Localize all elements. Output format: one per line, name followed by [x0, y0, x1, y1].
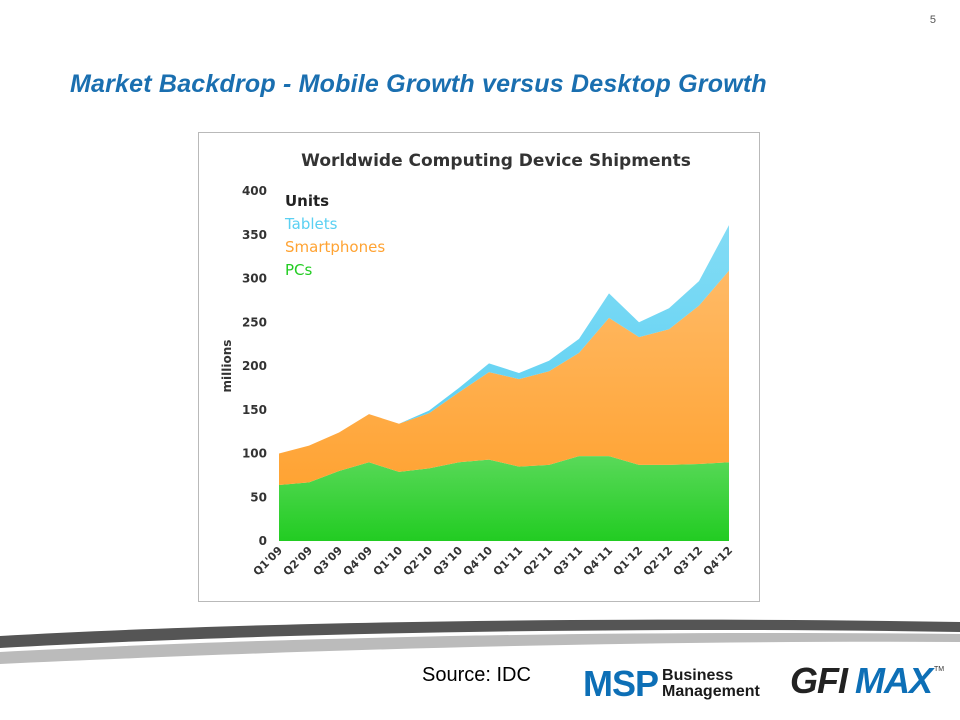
x-tick-label: Q3'09 — [311, 544, 345, 578]
msp-logo-line1: Business — [662, 667, 734, 684]
x-tick-label: Q4'11 — [581, 544, 615, 578]
y-tick-label: 200 — [242, 359, 267, 373]
x-tick-label: Q4'09 — [341, 544, 375, 578]
msp-logo-line2: Management — [662, 683, 760, 700]
msp-logo: MSP Business Management — [583, 664, 760, 704]
trademark-mark: TM — [934, 666, 945, 673]
x-tick-label: Q4'10 — [461, 544, 496, 579]
y-tick-label: 250 — [242, 315, 267, 329]
x-tick-label: Q3'11 — [551, 544, 585, 578]
page-number: 5 — [929, 14, 936, 26]
y-tick-label: 300 — [242, 272, 267, 286]
y-tick-label: 400 — [242, 184, 267, 198]
legend-item-tablets: Tablets — [284, 215, 338, 233]
y-tick-label: 350 — [242, 228, 267, 242]
x-tick-label: Q2'11 — [521, 544, 555, 578]
max-logo-text: MAX — [855, 660, 933, 701]
x-tick-label: Q1'09 — [251, 544, 285, 578]
x-tick-label: Q2'10 — [401, 544, 436, 579]
x-tick-label: Q3'10 — [431, 544, 466, 579]
y-tick-label: 50 — [250, 490, 267, 504]
y-tick-label: 100 — [242, 447, 267, 461]
y-tick-label: 150 — [242, 403, 267, 417]
legend-item-pcs: PCs — [285, 261, 313, 279]
chart-frame: Worldwide Computing Device Shipments 0 50 1… — [198, 132, 760, 602]
x-tick-label: Q2'09 — [281, 544, 315, 578]
y-tick-label: 0 — [259, 534, 267, 548]
x-tick-label: Q1'10 — [371, 544, 406, 579]
y-axis-label: millions — [220, 340, 234, 393]
area-chart: Worldwide Computing Device Shipments 0 50 1… — [220, 151, 735, 579]
legend-item-smartphones: Smartphones — [285, 238, 385, 256]
x-tick-label: Q2'12 — [641, 544, 675, 578]
x-tick-label: Q3'12 — [671, 544, 705, 578]
series-area-pcs — [279, 456, 729, 541]
x-tick-label: Q1'12 — [611, 544, 645, 578]
series-area-smartphones — [279, 270, 729, 485]
decorative-swoosh — [0, 619, 960, 664]
slide-title: Market Backdrop - Mobile Growth versus D… — [70, 70, 767, 98]
source-caption: Source: IDC — [422, 664, 531, 686]
gfi-max-logo: GFI MAX TM — [790, 660, 944, 702]
legend-title: Units — [285, 192, 329, 210]
x-tick-label: Q1'11 — [491, 544, 525, 578]
x-tick-label: Q4'12 — [701, 544, 735, 578]
gfi-logo-text: GFI — [790, 660, 848, 701]
msp-logo-mark: MSP — [583, 663, 659, 704]
chart-title: Worldwide Computing Device Shipments — [301, 151, 691, 171]
